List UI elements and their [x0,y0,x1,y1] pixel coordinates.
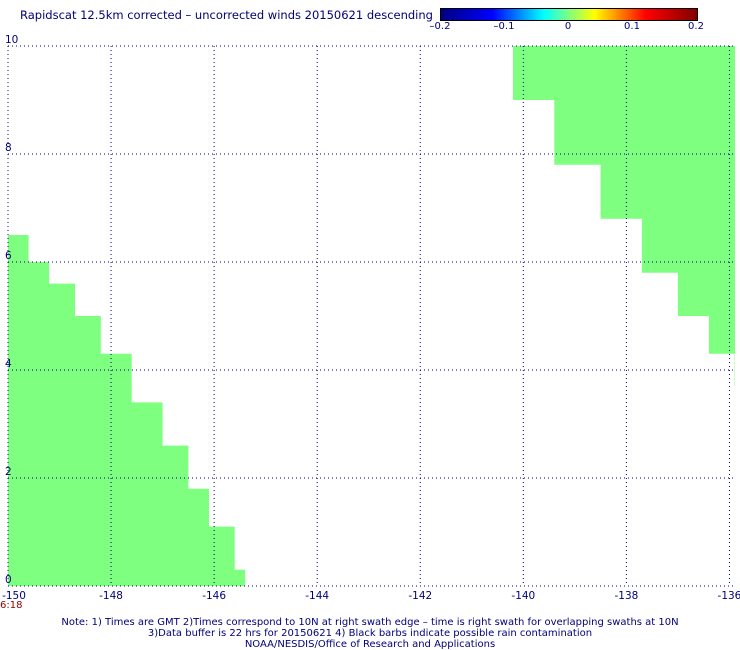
map-title: Rapidscat 12.5km corrected – uncorrected… [20,8,433,22]
swath-layer [8,40,740,600]
colorbar-tick-label: –0.2 [429,21,451,32]
x-tick-label: -148 [99,590,123,602]
x-tick-label: -144 [305,590,330,602]
plot-edge-mask [735,40,740,600]
colorbar-tick-label: 0 [564,21,572,32]
y-tick-label: 6 [5,250,12,262]
colorbar-tick-label: 0.1 [624,21,640,32]
y-tick-label: 4 [5,358,12,370]
y-tick-label: 8 [5,142,12,154]
note-line-2: 3)Data buffer is 22 hrs for 20150621 4) … [147,628,593,639]
colorbar-tick-label: 0.2 [688,21,704,32]
swath-right [513,46,740,387]
note-line-1: Note: 1) Times are GMT 2)Times correspon… [61,617,679,628]
x-tick-label: -142 [408,590,433,602]
note-line-3: NOAA/NESDIS/Office of Research and Appli… [244,639,496,650]
y-tick-label: 10 [5,34,19,46]
colorbar [440,8,698,21]
y-tick-label: 0 [5,574,12,586]
x-tick-label: -138 [614,590,639,602]
x-tick-label: -150 [2,590,26,602]
swath-left [8,235,246,586]
x-tick-label: -136 [717,590,740,602]
x-tick-label: -140 [511,590,536,602]
pass-time-label: 6:18 [0,600,23,611]
y-tick-label: 2 [5,466,12,478]
colorbar-tick-label: –0.1 [493,21,515,32]
x-tick-label: -146 [202,590,227,602]
